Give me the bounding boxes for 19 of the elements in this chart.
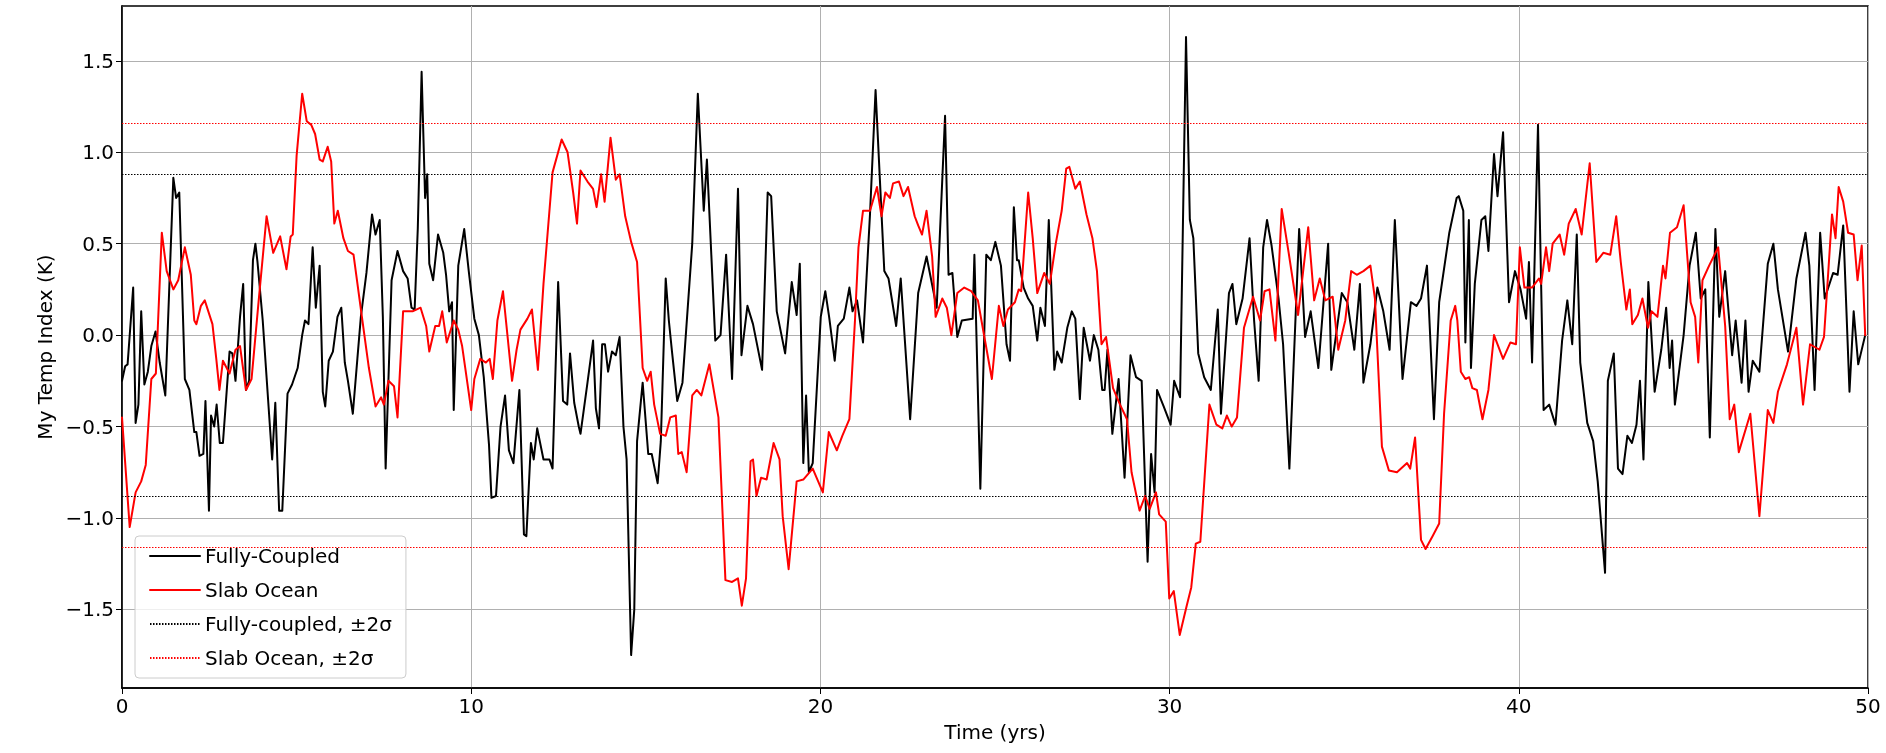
- x-tick-label: 20: [807, 694, 834, 718]
- y-tick-label: 0.5: [82, 231, 114, 256]
- y-axis-title: My Temp Index (K): [32, 254, 57, 440]
- y-tick-label: 1.0: [82, 140, 114, 165]
- y-tick-label: −0.5: [65, 414, 114, 439]
- x-axis-title: Time (yrs): [943, 720, 1046, 744]
- y-tick-label: 0.0: [82, 323, 114, 348]
- x-tick-label: 10: [458, 694, 484, 718]
- x-tick-label: 40: [1506, 694, 1532, 718]
- y-tick-label: −1.5: [65, 597, 114, 622]
- y-tick-label: −1.0: [65, 505, 114, 530]
- legend-label: Fully-coupled, ±2σ: [205, 612, 393, 636]
- legend-label: Slab Ocean: [205, 578, 319, 602]
- y-tick-label: 1.5: [82, 48, 114, 73]
- legend-label: Fully-Coupled: [205, 544, 341, 568]
- x-tick-label: 30: [1156, 694, 1183, 718]
- x-tick-label: 0: [115, 694, 129, 718]
- x-tick-label: 50: [1855, 694, 1881, 718]
- legend-label: Slab Ocean, ±2σ: [205, 646, 374, 670]
